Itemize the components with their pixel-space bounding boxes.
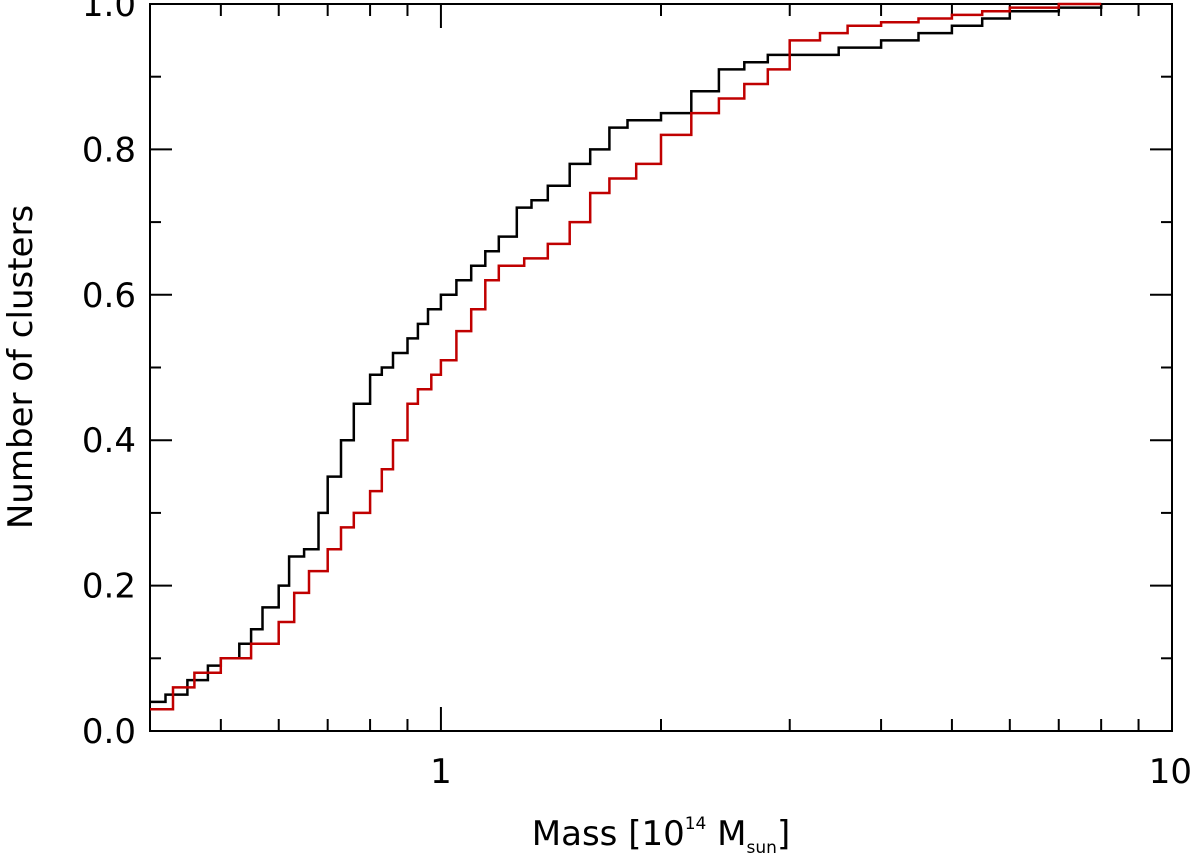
axis-ticks — [150, 3, 1173, 732]
series-line-2 — [150, 2, 1102, 711]
x-axis-label: Mass [1014 Msun] — [532, 814, 790, 858]
y-tick-label: 1.0 — [82, 0, 136, 25]
tick-labels: 0.0 0.2 0.4 0.6 0.8 1.0 1 10 — [82, 0, 1192, 792]
x-tick-label: 10 — [1149, 752, 1192, 792]
y-tick-label: 0.2 — [82, 567, 136, 607]
y-tick-label: 0.8 — [82, 130, 136, 170]
y-tick-label: 0.4 — [82, 421, 136, 461]
series-line-1 — [150, 4, 1103, 704]
y-axis-label: Number of clusters — [1, 205, 41, 529]
x-tick-label: 1 — [430, 752, 452, 792]
y-tick-label: 0.6 — [82, 276, 136, 316]
series-layer — [150, 2, 1103, 711]
y-tick-label: 0.0 — [82, 712, 136, 752]
